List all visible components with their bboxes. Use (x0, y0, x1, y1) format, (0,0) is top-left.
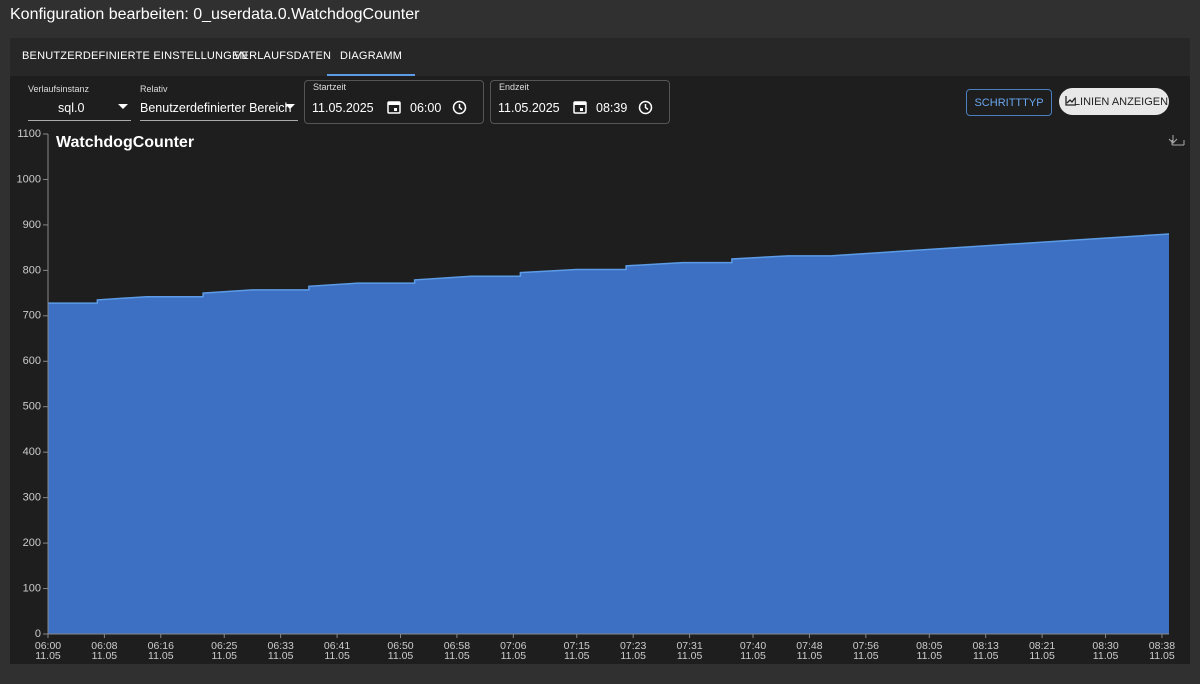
y-tick-label: 1100 (17, 128, 41, 140)
x-tick-label: 07:48 (796, 640, 822, 652)
date-value: 11.05.2025 (498, 101, 560, 115)
chart-icon (1065, 96, 1076, 106)
x-tick-label: 07:23 (620, 640, 646, 652)
tab[interactable]: DIAGRAMM (340, 50, 403, 62)
x-tick-label: 08:30 (1092, 640, 1118, 652)
time-value: 06:00 (410, 101, 442, 115)
y-tick-label: 100 (23, 582, 41, 594)
clock-icon[interactable] (638, 100, 653, 115)
x-tick-date: 11.05 (917, 650, 943, 662)
chart-title: WatchdogCounter (56, 134, 194, 151)
y-tick-label: 800 (23, 264, 41, 276)
y-tick-label: 600 (23, 355, 41, 367)
y-tick-label: 400 (23, 446, 41, 458)
x-tick-label: 08:38 (1149, 640, 1175, 652)
x-tick-date: 11.05 (564, 650, 590, 662)
y-tick-label: 1000 (17, 173, 41, 185)
download-icon[interactable] (1168, 135, 1185, 146)
x-tick-label: 08:13 (973, 640, 999, 652)
chart: WatchdogCounter 0 100 200 300 400 500 600 700 80… (17, 128, 1185, 662)
tab[interactable]: BENUTZERDEFINIERTE EINSTELLUNGEN (22, 50, 248, 62)
show-lines-button[interactable]: LINIEN ANZEIGEN (1059, 88, 1169, 115)
field-label: Relativ (140, 84, 168, 94)
date-value: 11.05.2025 (312, 101, 374, 115)
clock-icon[interactable] (452, 100, 467, 115)
dropdown-icon (118, 104, 128, 109)
x-tick-date: 11.05 (268, 650, 294, 662)
y-tick-label: 200 (23, 537, 41, 549)
dialog-title: Konfiguration bearbeiten: 0_userdata.0.W… (10, 6, 420, 23)
x-tick-label: 07:15 (564, 640, 590, 652)
x-tick-label: 06:00 (35, 640, 61, 652)
y-tick-label: 300 (23, 492, 41, 504)
x-tick-date: 11.05 (501, 650, 527, 662)
x-tick-date: 11.05 (1093, 650, 1119, 662)
x-tick-label: 07:31 (676, 640, 702, 652)
x-tick-date: 11.05 (973, 650, 999, 662)
x-tick-label: 06:41 (324, 640, 350, 652)
x-tick-date: 11.05 (1149, 650, 1175, 662)
x-tick-date: 11.05 (853, 650, 879, 662)
start-time-field[interactable] (304, 80, 484, 124)
x-tick-date: 11.05 (388, 650, 414, 662)
select-value[interactable]: Benutzerdefinierter Bereich (140, 101, 292, 115)
tab[interactable]: VERLAUFSDATEN (234, 50, 332, 62)
x-tick-date: 11.05 (740, 650, 766, 662)
x-tick-date: 11.05 (148, 650, 174, 662)
x-tick-date: 11.05 (35, 650, 61, 662)
field-label: Verlaufsinstanz (28, 84, 90, 94)
calendar-icon[interactable] (573, 100, 587, 114)
step-type-button[interactable]: SCHRITTTYP (966, 89, 1052, 116)
area (48, 234, 1169, 634)
x-tick-date: 11.05 (620, 650, 646, 662)
x-tick-date: 11.05 (677, 650, 703, 662)
calendar-icon[interactable] (387, 100, 401, 114)
x-tick-date: 11.05 (324, 650, 350, 662)
end-time-field[interactable] (490, 80, 670, 124)
x-tick-label: 07:56 (853, 640, 879, 652)
x-tick-label: 06:08 (91, 640, 117, 652)
select-underline (140, 119, 298, 121)
x-tick-label: 08:05 (916, 640, 942, 652)
field-label: Endzeit (499, 82, 530, 92)
x-tick-label: 07:40 (740, 640, 766, 652)
x-tick-date: 11.05 (797, 650, 823, 662)
y-tick-label: 500 (23, 401, 41, 413)
active-tab-indicator (327, 74, 415, 76)
x-tick-date: 11.05 (1029, 650, 1055, 662)
x-tick-label: 06:58 (444, 640, 470, 652)
x-tick-label: 08:21 (1029, 640, 1055, 652)
y-tick-label: 700 (23, 310, 41, 322)
x-tick-label: 06:50 (387, 640, 413, 652)
x-tick-label: 07:06 (500, 640, 526, 652)
time-value: 08:39 (596, 101, 628, 115)
x-tick-label: 06:25 (211, 640, 237, 652)
field-label: Startzeit (313, 82, 347, 92)
x-tick-label: 06:16 (148, 640, 174, 652)
dropdown-icon (285, 104, 295, 109)
y-tick-label: 0 (35, 628, 41, 640)
x-tick-label: 06:33 (268, 640, 294, 652)
x-tick-date: 11.05 (212, 650, 238, 662)
x-tick-date: 11.05 (444, 650, 470, 662)
select-underline (28, 119, 131, 121)
x-tick-date: 11.05 (92, 650, 118, 662)
line (48, 233, 1170, 304)
tab-bar (10, 38, 1190, 76)
select-value[interactable]: sql.0 (58, 101, 85, 115)
y-tick-label: 900 (23, 219, 41, 231)
